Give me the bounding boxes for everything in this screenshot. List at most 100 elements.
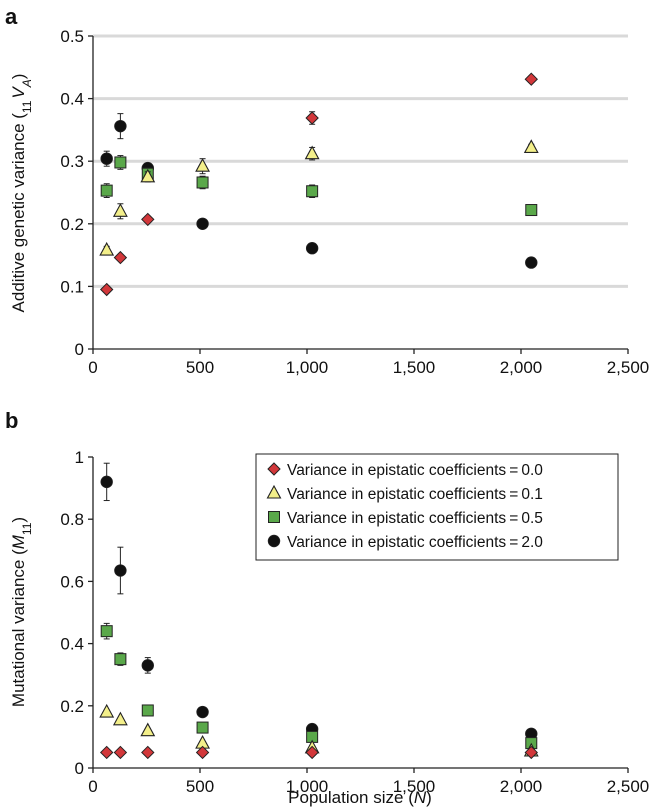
panel-a-ylabel-part-3: V bbox=[9, 86, 28, 99]
panel-b-data-marks bbox=[99, 462, 539, 760]
panel-a-ylabel-part-5: ) bbox=[9, 74, 28, 80]
y-tick-label: 0.5 bbox=[60, 27, 84, 46]
data-point-v05 bbox=[114, 653, 127, 666]
data-point-v01 bbox=[195, 158, 210, 172]
data-point-v05 bbox=[141, 704, 154, 717]
y-tick-label: 0 bbox=[75, 759, 84, 778]
panel-a-y-axis-title: Additive genetic variance (11VA) bbox=[9, 74, 34, 313]
data-point-v2 bbox=[305, 242, 319, 255]
legend-entry-v2: Variance in epistatic coefficients = 2.0 bbox=[287, 534, 543, 551]
data-point-v01 bbox=[140, 722, 156, 737]
data-point-v2 bbox=[525, 256, 538, 269]
y-tick-label: 0.3 bbox=[60, 152, 84, 171]
y-tick-label: 0.4 bbox=[60, 635, 84, 654]
x-tick-label: 2,000 bbox=[500, 777, 543, 796]
data-point-v05 bbox=[100, 184, 113, 197]
legend-entry-v05: Variance in epistatic coefficients = 0.5 bbox=[287, 510, 543, 527]
panel-b-y-ticks: 0 0.2 0.4 0.6 0.8 1 bbox=[60, 448, 93, 778]
panel-b-letter: b bbox=[5, 408, 18, 433]
x-tick-label: 1,000 bbox=[286, 358, 329, 377]
data-point-v05 bbox=[100, 625, 113, 638]
legend-symbol-v2 bbox=[267, 534, 281, 548]
data-point-v0 bbox=[305, 745, 319, 760]
y-tick-label: 1 bbox=[75, 448, 84, 467]
panel-a-ylabel-part-2: 11 bbox=[20, 100, 34, 113]
data-point-v05 bbox=[525, 204, 538, 217]
legend-entry-v0: Variance in epistatic coefficients = 0.0 bbox=[287, 462, 543, 479]
data-point-v01 bbox=[140, 168, 156, 183]
panel-b-ylabel-part-3: 11 bbox=[20, 522, 34, 535]
data-point-v01 bbox=[304, 145, 320, 160]
data-point-v2 bbox=[196, 705, 209, 719]
panel-b-x-axis-title: Population size (N) bbox=[288, 788, 432, 807]
data-point-v01 bbox=[99, 703, 115, 718]
legend-symbol-v01 bbox=[266, 484, 282, 499]
legend-symbol-v05 bbox=[268, 511, 280, 523]
legend-symbols bbox=[266, 462, 282, 548]
data-point-v01 bbox=[112, 711, 128, 726]
data-point-v0 bbox=[141, 212, 155, 227]
panel-b-ylabel-part-2: M bbox=[9, 534, 28, 549]
data-point-v0 bbox=[141, 745, 155, 760]
x-tick-label: 2,500 bbox=[607, 358, 650, 377]
legend-symbol-v0 bbox=[267, 462, 281, 476]
y-tick-label: 0.4 bbox=[60, 90, 84, 109]
data-point-v0 bbox=[99, 282, 114, 297]
x-tick-label: 2,500 bbox=[607, 777, 650, 796]
panel-a-letter: a bbox=[5, 4, 18, 29]
panel-b-xlabel-part-2: N bbox=[414, 788, 427, 807]
data-point-v05 bbox=[196, 176, 209, 189]
y-tick-label: 0.2 bbox=[60, 215, 84, 234]
x-tick-label: 0 bbox=[88, 358, 97, 377]
legend-entry-v01: Variance in epistatic coefficients = 0.1 bbox=[287, 486, 543, 503]
data-point-v01 bbox=[112, 203, 128, 217]
y-tick-label: 0.8 bbox=[60, 510, 84, 529]
x-tick-label: 1,000 bbox=[286, 777, 329, 796]
data-point-v05 bbox=[114, 156, 127, 169]
data-point-v0 bbox=[113, 745, 128, 760]
data-point-v01 bbox=[523, 139, 539, 153]
x-tick-label: 2,000 bbox=[500, 358, 543, 377]
panel-a-data-marks bbox=[99, 72, 539, 297]
x-tick-label: 500 bbox=[186, 777, 214, 796]
data-point-v2 bbox=[100, 475, 113, 489]
data-point-v0 bbox=[99, 745, 114, 760]
x-tick-label: 0 bbox=[88, 777, 97, 796]
panel-b-xlabel-part-3: ) bbox=[426, 788, 432, 807]
panel-b-x-ticks: 0 500 1,000 1,500 2,000 2,500 bbox=[88, 768, 649, 796]
panel-a: a 0 0.1 0.2 0.3 0.4 0.5 0 500 1,000 1,500 2,000 2,… bbox=[5, 4, 649, 377]
panel-a-x-ticks: 0 500 1,000 1,500 2,000 2,500 bbox=[88, 349, 649, 377]
data-point-v2 bbox=[141, 659, 154, 672]
data-point-v01 bbox=[99, 241, 115, 256]
y-tick-label: 0 bbox=[75, 340, 84, 359]
data-point-v2 bbox=[114, 119, 127, 133]
y-tick-label: 0.1 bbox=[60, 277, 84, 296]
data-point-v0 bbox=[195, 745, 210, 760]
x-tick-label: 500 bbox=[186, 358, 214, 377]
data-point-v2 bbox=[114, 564, 127, 577]
data-point-v0 bbox=[524, 745, 538, 760]
x-tick-label: 1,500 bbox=[393, 358, 436, 377]
panel-a-gridlines bbox=[93, 34, 628, 288]
data-point-v0 bbox=[524, 72, 538, 86]
x-tick-label: 1,500 bbox=[393, 777, 436, 796]
panel-a-ylabel-part-4: A bbox=[20, 79, 34, 88]
y-tick-label: 0.6 bbox=[60, 572, 84, 591]
panel-a-y-ticks: 0 0.1 0.2 0.3 0.4 0.5 bbox=[60, 27, 93, 359]
data-point-v05 bbox=[196, 721, 209, 734]
legend: Variance in epistatic coefficients = 0.0… bbox=[255, 453, 619, 561]
panel-b-y-axis-title: Mutational variance (M11) bbox=[9, 517, 34, 707]
panel-a-ylabel-part-1: Additive genetic variance ( bbox=[9, 113, 28, 313]
data-point-v2 bbox=[196, 217, 209, 231]
panel-b-xlabel-part-1: Population size ( bbox=[288, 788, 414, 807]
data-point-v05 bbox=[306, 185, 319, 198]
data-point-v0 bbox=[113, 250, 128, 265]
panel-b-ylabel-part-4: ) bbox=[9, 517, 28, 523]
panel-b: b 0 0.2 0.4 0.6 0.8 1 0 500 1,000 1,500 2,000 2,50… bbox=[5, 408, 649, 807]
panel-b-ylabel-part-1: Mutational variance ( bbox=[9, 549, 28, 707]
legend-box bbox=[255, 453, 619, 561]
data-point-v2 bbox=[100, 152, 113, 165]
y-tick-label: 0.2 bbox=[60, 697, 84, 716]
data-point-v0 bbox=[305, 111, 319, 125]
